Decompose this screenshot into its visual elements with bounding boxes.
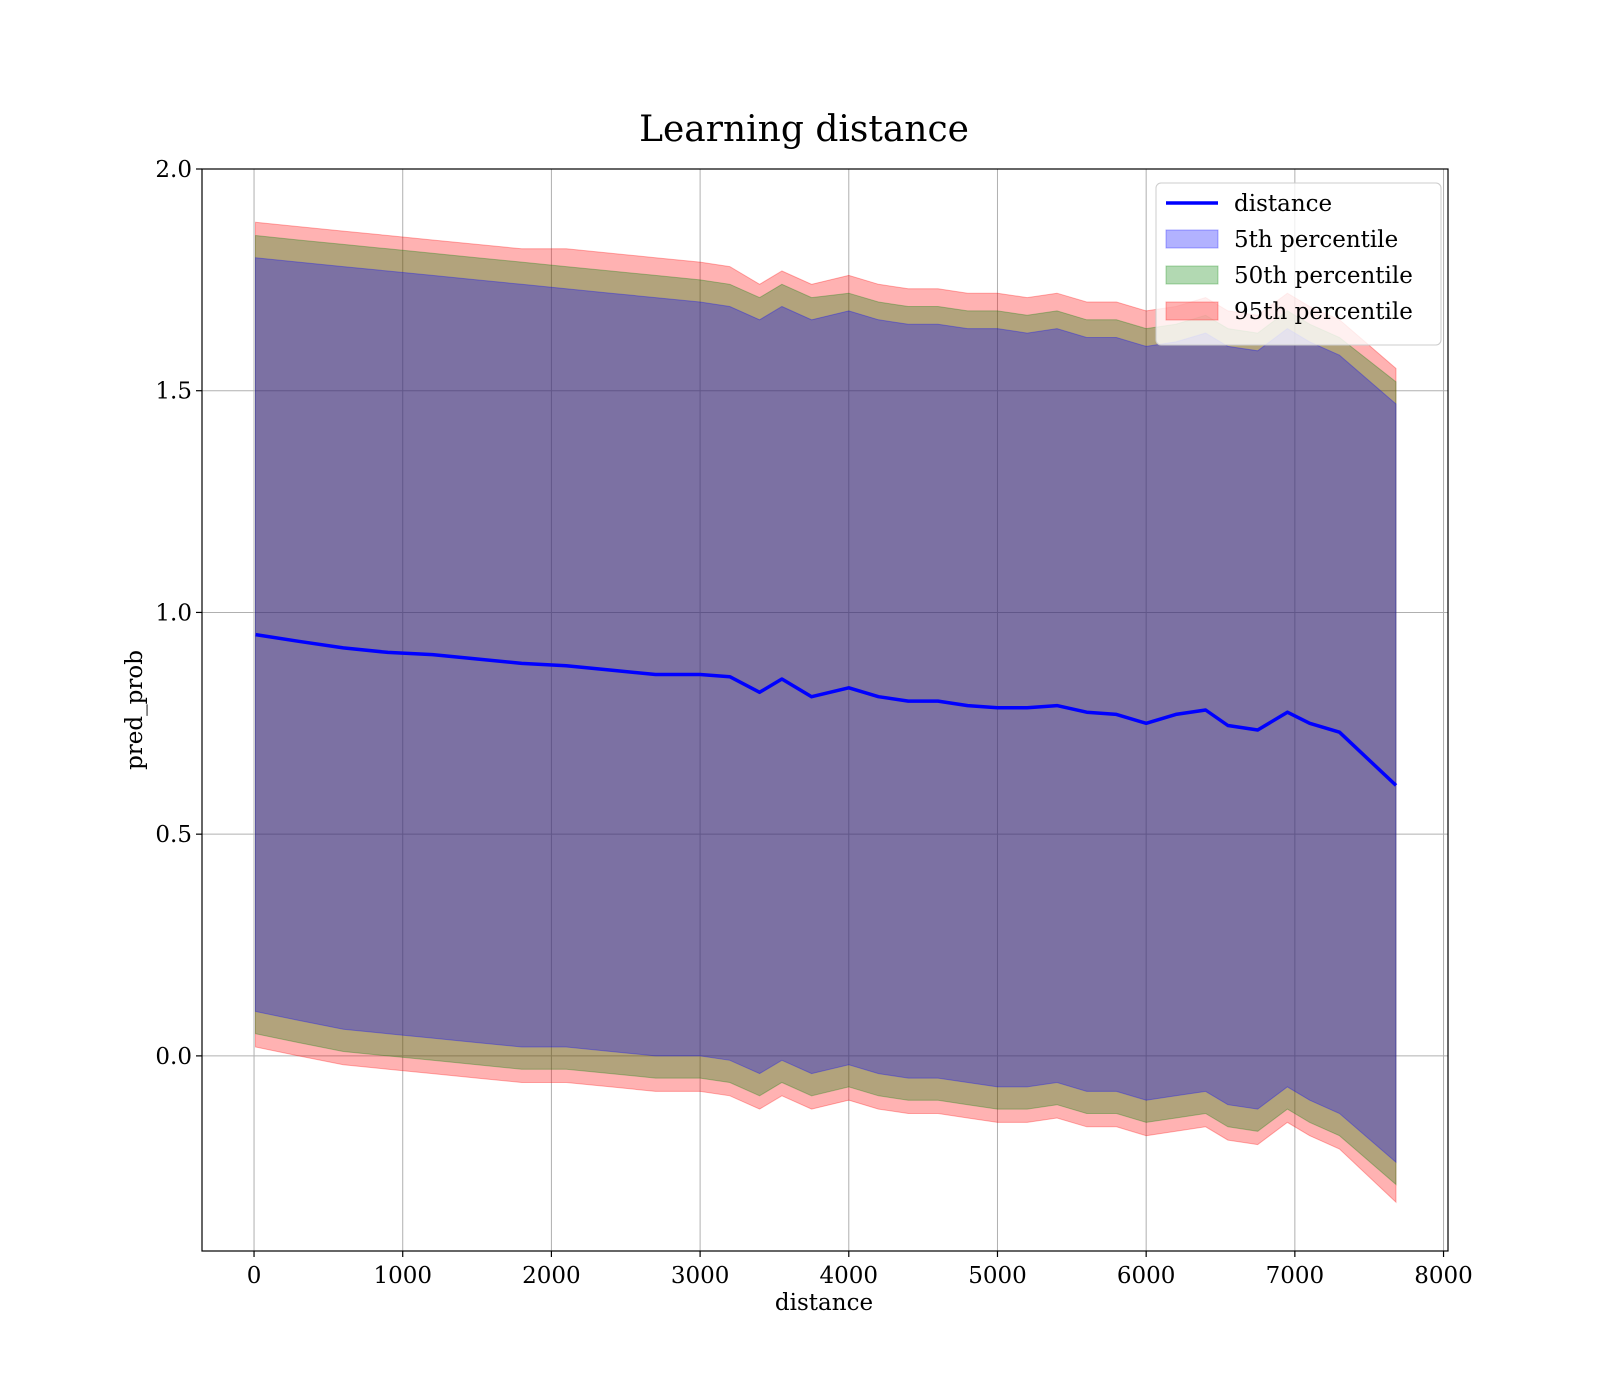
y-tick-label: 1.5	[155, 379, 192, 405]
band-95th-percentile	[255, 221, 1397, 1204]
y-axis-ticks: 0.0 0.5 1.0 1.5 2.0	[155, 157, 202, 1070]
legend-swatch	[1165, 265, 1219, 285]
legend-label: 50th percentile	[1234, 263, 1413, 289]
y-tick-label: 0.5	[155, 822, 192, 848]
x-tick-label: 8000	[1414, 1263, 1473, 1289]
x-tick-label: 6000	[1117, 1263, 1176, 1289]
series-line-distance	[255, 632, 1398, 787]
x-tick-label: 5000	[968, 1263, 1027, 1289]
x-tick-label: 2000	[522, 1263, 581, 1289]
chart-title: Learning distance	[639, 109, 969, 150]
x-axis-label: distance	[775, 1290, 873, 1316]
legend-box	[1155, 182, 1442, 346]
x-tick-label: 3000	[671, 1263, 730, 1289]
legend-swatch	[1165, 301, 1219, 321]
y-tick-label: 1.0	[155, 600, 192, 626]
series-lines	[255, 632, 1398, 787]
band-50th-percentile	[255, 234, 1397, 1186]
band-5th-percentile	[255, 257, 1397, 1164]
legend: distance 5th percentile 50th percentile 95t…	[1155, 182, 1442, 346]
y-tick-label: 0.0	[155, 1044, 192, 1070]
x-tick-label: 4000	[820, 1263, 879, 1289]
x-tick-label: 7000	[1266, 1263, 1325, 1289]
x-tick-label: 1000	[373, 1263, 432, 1289]
plot-frame	[201, 168, 1449, 1252]
x-axis-ticks: 0 1000 2000 3000 4000 5000 6000 7000 8000	[247, 1251, 1473, 1289]
y-tick-label: 2.0	[155, 157, 192, 183]
legend-label: distance	[1234, 191, 1332, 217]
legend-label: 5th percentile	[1234, 227, 1398, 253]
y-axis-label: pred_prob	[122, 650, 148, 770]
legend-label: 95th percentile	[1234, 299, 1413, 325]
percentile-bands	[255, 221, 1397, 1204]
x-tick-label: 0	[247, 1263, 262, 1289]
legend-swatch	[1165, 229, 1219, 249]
